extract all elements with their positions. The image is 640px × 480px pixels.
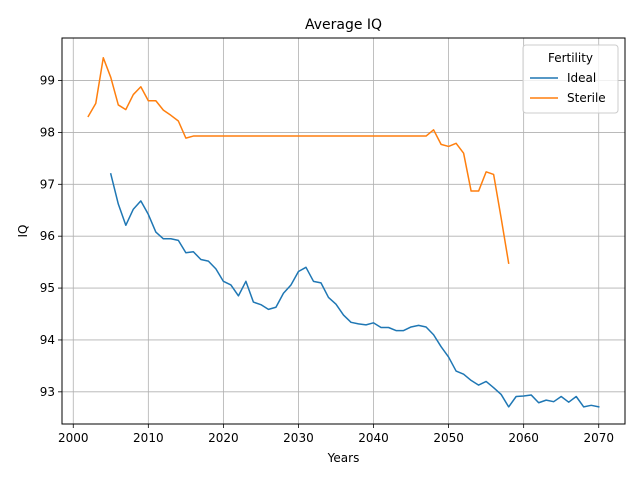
legend-box — [522, 44, 619, 114]
x-tick-label: 2030 — [283, 431, 314, 445]
legend-label-ideal: Ideal — [567, 71, 596, 85]
y-axis-label: IQ — [16, 225, 30, 238]
legend-label-sterile: Sterile — [567, 91, 606, 105]
y-tick-label: 95 — [40, 281, 55, 295]
series-line-sterile — [87, 56, 510, 265]
x-tick-label: 2040 — [358, 431, 389, 445]
y-tick-label: 98 — [40, 125, 55, 139]
x-tick-label: 2020 — [208, 431, 239, 445]
y-tick-label: 99 — [40, 74, 55, 88]
legend-title: Fertility — [548, 51, 593, 65]
series-lines — [87, 56, 600, 408]
y-axis-ticks: 93 94 95 96 97 98 99 — [40, 74, 62, 399]
plot-frame — [61, 37, 626, 425]
x-tick-label: 2060 — [508, 431, 539, 445]
y-tick-label: 97 — [40, 177, 55, 191]
y-tick-label: 94 — [40, 333, 55, 347]
series-line-ideal — [109, 173, 600, 408]
x-axis-label: Years — [327, 451, 360, 465]
x-axis-ticks: 2000 2010 2020 2030 2040 2050 2060 2070 — [58, 424, 614, 445]
x-tick-label: 2000 — [58, 431, 89, 445]
y-tick-label: 96 — [40, 229, 55, 243]
x-tick-label: 2070 — [583, 431, 614, 445]
chart-title: Average IQ — [305, 17, 382, 33]
x-tick-label: 2010 — [133, 431, 164, 445]
y-tick-label: 93 — [40, 385, 55, 399]
legend: Fertility Ideal Sterile — [522, 44, 619, 114]
x-tick-label: 2050 — [433, 431, 464, 445]
grid-lines — [62, 38, 625, 424]
